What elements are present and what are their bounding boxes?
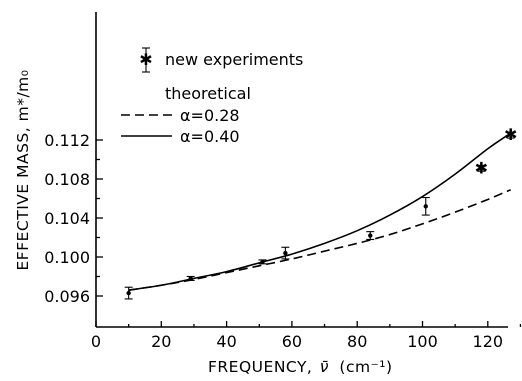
x-tick-label-20: 20: [151, 332, 171, 351]
x-axis-label: FREQUENCY,: [208, 358, 312, 376]
data-point-8: ✱: [504, 125, 517, 144]
dot-marker: [368, 233, 373, 238]
y-tick-label-3: 0.108: [44, 170, 90, 189]
legend: ✱ new experiments theoretical α=0.28 α=0…: [121, 47, 303, 146]
y-tick-label-2: 0.104: [44, 209, 90, 228]
dot-marker: [283, 250, 288, 256]
x-axis-unit: (cm⁻¹): [339, 358, 392, 376]
x-axis-title: FREQUENCY, ν̄ (cm⁻¹): [208, 358, 393, 376]
x-tick-label-100: 100: [407, 332, 438, 351]
data-point-2: [186, 275, 195, 281]
legend-dashed-label: α=0.28: [180, 106, 240, 125]
legend-x-marker: ✱: [139, 50, 152, 69]
y-axis-title: EFFECTIVE MASS, m*/m₀: [14, 70, 32, 271]
x-axis-title-text: FREQUENCY, ν̄ (cm⁻¹): [208, 358, 393, 376]
data-point-3: [258, 259, 267, 265]
y-ticks: 0.096 0.100 0.104 0.108 0.112: [44, 131, 103, 306]
data-point-5: [366, 231, 375, 240]
y-tick-label-4: 0.112: [44, 131, 90, 150]
dot-marker: [126, 290, 131, 296]
x-marker: ✱: [475, 158, 488, 177]
legend-solid-label: α=0.40: [180, 127, 240, 146]
x-tick-label-120: 120: [473, 332, 504, 351]
dot-marker: [260, 259, 265, 265]
y-tick-label-1: 0.100: [44, 248, 90, 267]
x-tick-label-0: 0: [91, 332, 101, 351]
data-point-6: [421, 196, 430, 216]
data-point-1: [124, 286, 133, 300]
dot-marker: [188, 276, 193, 281]
x-ticks: 0 20 40 60 80 100 120: [91, 321, 522, 351]
x-tick-label-40: 40: [216, 332, 236, 351]
data-point-7: ✱: [475, 158, 488, 177]
x-marker: ✱: [504, 125, 517, 144]
x-axis-symbol: ν̄: [320, 358, 329, 376]
legend-experiment-label: new experiments: [165, 50, 303, 69]
axes: [95, 12, 508, 328]
legend-theory-header: theoretical: [165, 84, 251, 103]
theory-curves: [128, 132, 512, 291]
experiment-points: ✱✱: [124, 125, 517, 300]
x-tick-label-80: 80: [347, 332, 367, 351]
dot-marker: [423, 204, 428, 209]
x-tick-label-60: 60: [282, 332, 302, 351]
data-point-4: [281, 246, 290, 260]
curve-alpha-040: [128, 132, 512, 291]
y-tick-label-0: 0.096: [44, 287, 90, 306]
curve-alpha-028: [128, 188, 511, 291]
